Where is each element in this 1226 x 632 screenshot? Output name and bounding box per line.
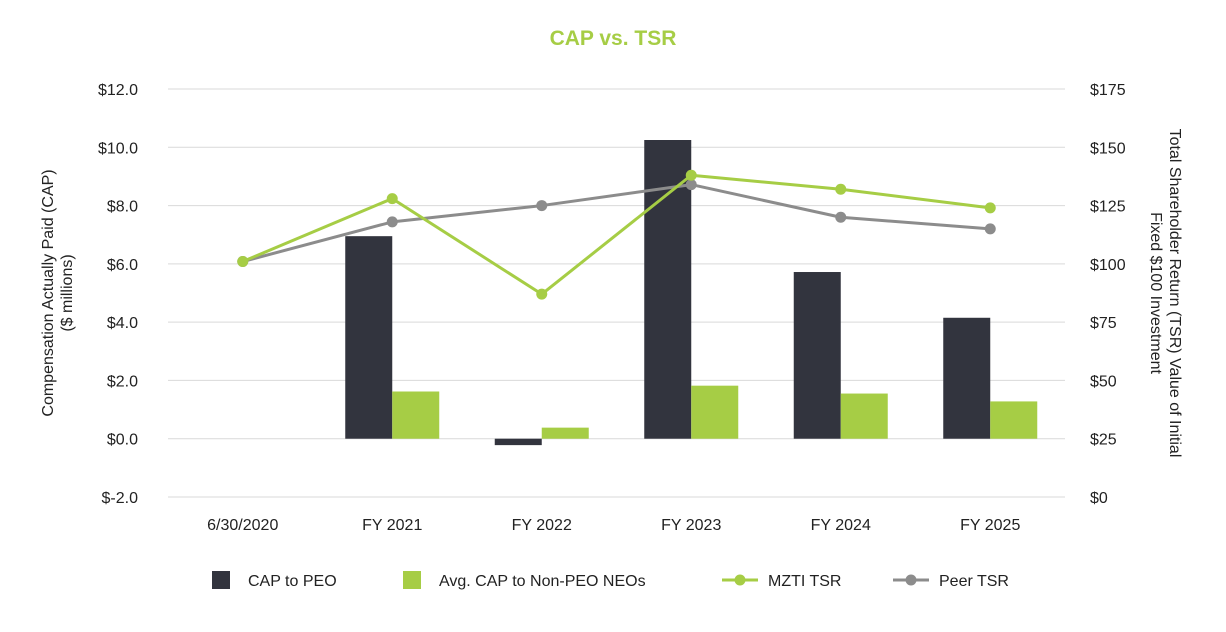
left-axis-ticks: $12.0 $10.0 $8.0 $6.0 $4.0 $2.0 $0.0 $-2.0	[98, 82, 138, 507]
legend: CAP to PEO Avg. CAP to Non-PEO NEOs MZTI T…	[212, 571, 1009, 590]
point-peer-tsr	[536, 200, 548, 212]
bar-cap-to-peo	[494, 438, 542, 446]
y-right-label-line1: Total Shareholder Return (TSR) Value of …	[1166, 129, 1183, 458]
x-tick-label: FY 2023	[661, 517, 721, 534]
y-left-tick-label: $4.0	[107, 315, 138, 332]
y-right-tick-label: $0	[1090, 490, 1108, 507]
x-tick-label: FY 2022	[512, 517, 572, 534]
y-right-tick-label: $50	[1090, 373, 1117, 390]
legend-label-peer-tsr: Peer TSR	[939, 573, 1009, 590]
point-peer-tsr	[386, 216, 398, 228]
bar-avg-cap-to-non-peo-neos	[840, 393, 888, 439]
grid-layer	[168, 88, 1065, 498]
y-left-tick-label: $6.0	[107, 257, 138, 274]
x-tick-label: FY 2025	[960, 517, 1020, 534]
legend-label-mzti-tsr: MZTI TSR	[768, 573, 841, 590]
point-mzti-tsr	[386, 193, 398, 205]
point-mzti-tsr	[835, 183, 847, 195]
x-tick-label: FY 2021	[362, 517, 422, 534]
point-peer-tsr	[835, 211, 847, 223]
y-right-tick-label: $25	[1090, 432, 1117, 449]
bar-cap-to-peo	[345, 236, 393, 439]
y-left-tick-label: $8.0	[107, 199, 138, 216]
legend-label-avg-cap-to-non-peo-neos: Avg. CAP to Non-PEO NEOs	[439, 573, 646, 590]
point-peer-tsr	[685, 179, 697, 191]
y-right-tick-label: $100	[1090, 257, 1126, 274]
x-tick-label: 6/30/2020	[207, 517, 278, 534]
x-tick-label: FY 2024	[811, 517, 871, 534]
bar-avg-cap-to-non-peo-neos	[541, 427, 589, 439]
line-mzti-tsr	[242, 173, 991, 296]
y-right-tick-label: $125	[1090, 199, 1126, 216]
point-mzti-tsr	[685, 169, 697, 181]
y-right-tick-label: $150	[1090, 140, 1126, 157]
legend-swatch-avg-cap-to-non-peo-neos	[403, 571, 421, 589]
y-left-tick-label: $0.0	[107, 432, 138, 449]
y-left-tick-label: $-2.0	[102, 490, 139, 507]
bar-avg-cap-to-non-peo-neos	[691, 385, 739, 439]
chart-title: CAP vs. TSR	[550, 27, 677, 50]
right-axis-ticks: $175 $150 $125 $100 $75 $50 $25 $0	[1090, 82, 1126, 507]
point-mzti-tsr	[984, 202, 996, 214]
line-peer-tsr	[242, 183, 991, 263]
legend-swatch-cap-to-peo	[212, 571, 230, 589]
y-left-tick-label: $10.0	[98, 140, 138, 157]
y-right-tick-label: $175	[1090, 82, 1126, 99]
legend-marker-mzti-tsr	[734, 574, 746, 586]
legend-label-cap-to-peo: CAP to PEO	[248, 573, 337, 590]
y-right-tick-label: $75	[1090, 315, 1117, 332]
bar-cap-to-peo	[793, 272, 841, 439]
bar-avg-cap-to-non-peo-neos	[990, 401, 1038, 439]
y-left-label-line2: ($ millions)	[59, 254, 76, 331]
bar-cap-to-peo	[943, 317, 991, 439]
y-right-label-line2: Fixed $100 Investment	[1147, 212, 1164, 374]
point-mzti-tsr	[536, 288, 548, 300]
y-left-label-line1: Compensation Actually Paid (CAP)	[40, 169, 57, 416]
bars-layer	[345, 140, 1038, 446]
lines-layer	[237, 169, 996, 300]
point-peer-tsr	[984, 223, 996, 235]
x-axis-ticks: 6/30/2020 FY 2021 FY 2022 FY 2023 FY 2024 FY …	[207, 517, 1020, 534]
y-left-tick-label: $2.0	[107, 373, 138, 390]
legend-marker-peer-tsr	[905, 574, 917, 586]
point-mzti-tsr	[237, 256, 249, 268]
y-left-tick-label: $12.0	[98, 82, 138, 99]
bar-avg-cap-to-non-peo-neos	[392, 391, 440, 439]
